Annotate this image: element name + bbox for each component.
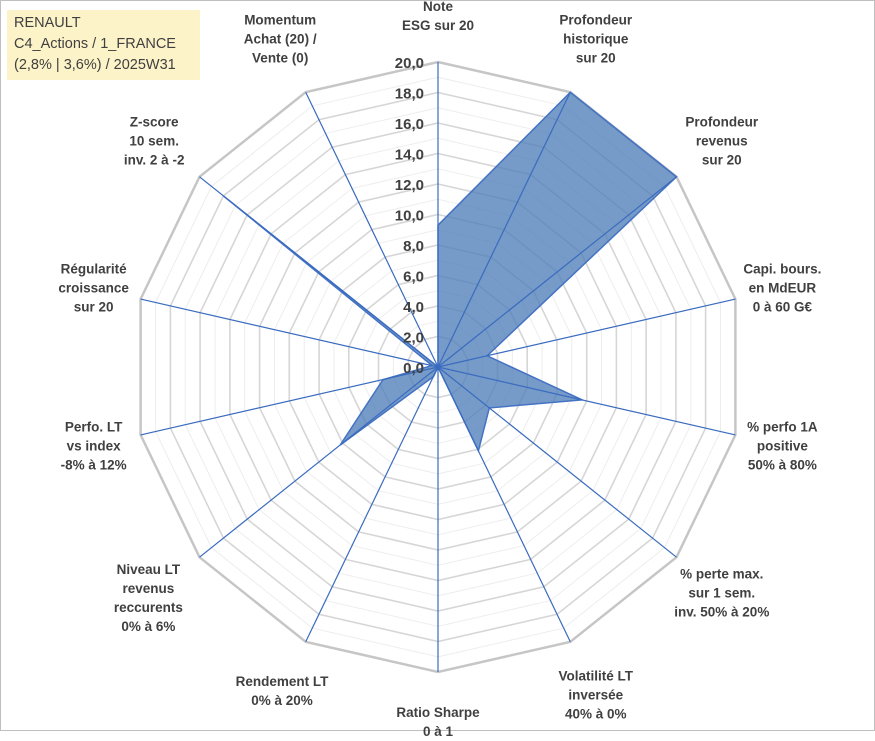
axis-label-line: Profondeur bbox=[559, 12, 633, 28]
tick-label: 20,0 bbox=[395, 55, 424, 72]
axis-label-line: Perfo. LT bbox=[64, 419, 123, 435]
axis-label: Profondeur historique sur 20 bbox=[559, 11, 632, 68]
axis-label-line: historique bbox=[563, 31, 629, 47]
axis-label-line: inv. 2 à -2 bbox=[123, 152, 185, 168]
title-line-period: (2,8% | 3,6%) / 2025W31 bbox=[14, 57, 176, 73]
axis-label: Note ESG sur 20 bbox=[402, 0, 474, 35]
axis-label: Profondeur revenus sur 20 bbox=[685, 112, 758, 169]
tick-label: 2,0 bbox=[403, 330, 424, 347]
axis-label-line: 0 à 1 bbox=[422, 724, 454, 739]
axis-label-line: Note bbox=[422, 0, 453, 14]
axis-label: Perfo. LT vs index -8% à 12% bbox=[61, 417, 127, 474]
axis-spoke bbox=[437, 366, 571, 643]
axis-label-line: Niveau LT bbox=[116, 561, 181, 577]
axis-spoke bbox=[305, 91, 439, 368]
axis-label-line: 0% à 20% bbox=[251, 692, 313, 708]
tick-label: 10,0 bbox=[395, 208, 424, 225]
axis-label: Z-score 10 sem. inv. 2 à -2 bbox=[124, 112, 185, 169]
axis-label-line: ESG sur 20 bbox=[401, 18, 475, 33]
axis-spoke bbox=[140, 366, 439, 436]
axis-label-line: 10 sem. bbox=[129, 133, 179, 149]
axis-label-line: Vente (0) bbox=[252, 50, 309, 66]
axis-label: % perte max. sur 1 sem. inv. 50% à 20% bbox=[674, 565, 769, 622]
axis-label-line: Achat (20) / bbox=[243, 31, 317, 47]
axis-label-line: sur 20 bbox=[575, 50, 616, 66]
tick-label: 4,0 bbox=[403, 299, 424, 316]
axis-label: Niveau LT revenus reccurents 0% à 6% bbox=[114, 560, 183, 636]
axis-label-line: Rendement LT bbox=[235, 673, 329, 689]
tick-label: 6,0 bbox=[403, 269, 424, 286]
axis-label-line: 0% à 6% bbox=[121, 618, 176, 634]
axis-label-line: Momentum bbox=[244, 12, 317, 28]
axis-label: Rendement LT 0% à 20% bbox=[236, 672, 329, 710]
tick-label: 12,0 bbox=[395, 177, 424, 194]
axis-spoke bbox=[437, 366, 736, 436]
axis-label: Régularité croissance sur 20 bbox=[58, 260, 129, 317]
axis-label-line: Régularité bbox=[60, 261, 127, 277]
axis-label-line: en MdEUR bbox=[748, 280, 817, 296]
axis-spoke bbox=[199, 366, 439, 558]
axis-label-line: % perfo 1A bbox=[747, 419, 818, 435]
axis-label: % perfo 1A positive 50% à 80% bbox=[747, 417, 818, 474]
axis-spoke bbox=[140, 298, 439, 368]
axis-label-line: Ratio Sharpe bbox=[396, 705, 480, 720]
axis-label-line: inv. 50% à 20% bbox=[674, 604, 770, 620]
axis-label-line: inversée bbox=[568, 687, 624, 703]
axis-label-line: revenus bbox=[122, 580, 175, 596]
axis-label-line: vs index bbox=[66, 438, 121, 454]
tick-label: 0,0 bbox=[403, 360, 424, 377]
axis-spoke bbox=[437, 298, 736, 368]
axis-label-line: -8% à 12% bbox=[60, 457, 127, 473]
axis-label: Volatilité LT inversée 40% à 0% bbox=[559, 666, 634, 723]
title-line-company: RENAULT bbox=[14, 15, 81, 31]
axis-label-line: Z-score bbox=[129, 114, 179, 130]
axis-spoke bbox=[437, 176, 677, 368]
axis-label: Momentum Achat (20) / Vente (0) bbox=[244, 11, 317, 68]
axis-label-line: Profondeur bbox=[685, 114, 759, 130]
axis-spoke bbox=[437, 366, 677, 558]
tick-label: 16,0 bbox=[395, 116, 424, 133]
axis-label-line: positive bbox=[756, 438, 808, 454]
tick-label: 8,0 bbox=[403, 238, 424, 255]
axis-spoke bbox=[437, 91, 571, 368]
axis-spoke bbox=[305, 366, 439, 643]
axis-spoke bbox=[199, 176, 439, 368]
axis-label: Ratio Sharpe 0 à 1 bbox=[396, 703, 479, 741]
axis-label-line: 0 à 60 G€ bbox=[752, 299, 813, 315]
axis-label-line: 40% à 0% bbox=[565, 706, 627, 722]
axis-label-line: croissance bbox=[58, 280, 129, 296]
tick-label: 14,0 bbox=[395, 147, 424, 164]
chart-title-box: RENAULT C4_Actions / 1_FRANCE (2,8% | 3,… bbox=[7, 10, 200, 80]
axis-label-line: sur 1 sem. bbox=[688, 585, 756, 601]
axis-label-line: % perte max. bbox=[680, 566, 764, 582]
tick-label: 18,0 bbox=[395, 86, 424, 103]
axis-label-line: revenus bbox=[695, 133, 748, 149]
axis-label-line: reccurents bbox=[113, 599, 183, 615]
axis-label: Capi. bours. en MdEUR 0 à 60 G€ bbox=[743, 260, 821, 317]
axis-label-line: sur 20 bbox=[73, 299, 114, 315]
data-series-area bbox=[222, 91, 678, 453]
axis-label-line: Capi. bours. bbox=[743, 261, 822, 277]
axis-label-line: sur 20 bbox=[701, 152, 742, 168]
axis-label-line: 50% à 80% bbox=[747, 457, 817, 473]
axis-label-line: Volatilité LT bbox=[558, 668, 634, 684]
title-line-category: C4_Actions / 1_FRANCE bbox=[14, 36, 176, 52]
